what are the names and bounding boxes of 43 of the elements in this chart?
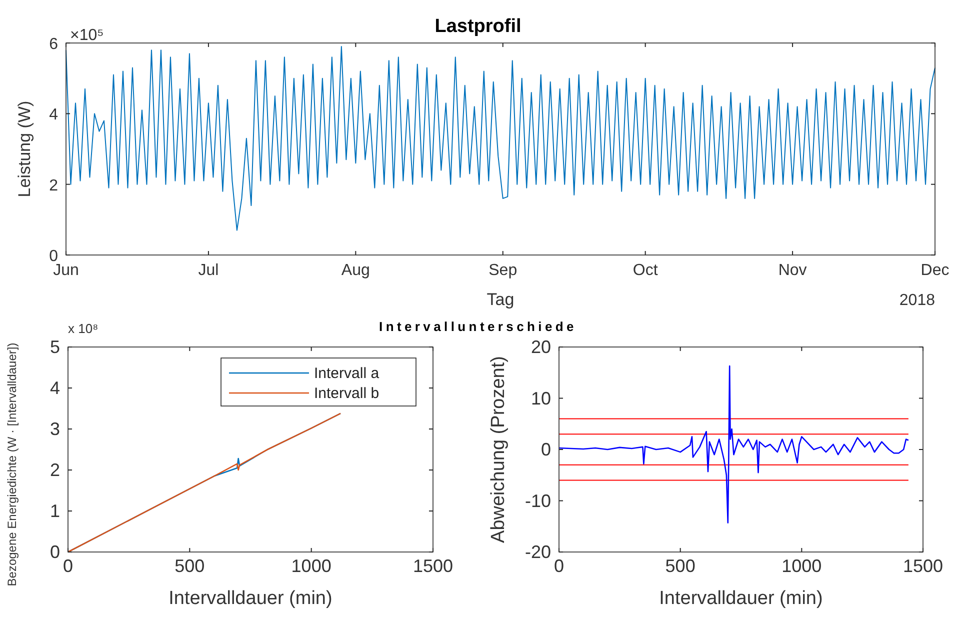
text: x 10⁸	[68, 321, 98, 336]
x-tick-label: Jun	[53, 262, 79, 279]
x-tick-label: 1000	[291, 556, 332, 576]
chart-title: Lastprofil	[434, 16, 522, 37]
x-tick-label: 1500	[902, 556, 944, 576]
x-tick-label: 0	[554, 556, 564, 576]
y-tick-label: 2	[49, 177, 58, 194]
y-tick-label: 1	[50, 501, 60, 521]
y-tick-label: 0	[49, 248, 58, 265]
y-axis-title: Leistung (W)	[15, 100, 34, 198]
y-tick-label: 5	[50, 337, 60, 357]
text: Intervall a	[314, 365, 380, 382]
y-axis-title: Abweichung (Prozent)	[488, 356, 509, 543]
y-tick-label: 3	[50, 419, 60, 439]
x-axis-title: Intervalldauer (min)	[659, 588, 823, 609]
y-tick-label: 10	[530, 388, 551, 408]
x-tick-label: Nov	[778, 262, 807, 279]
annotation: ×10⁵	[70, 27, 104, 44]
y-tick-label: 0	[540, 440, 551, 460]
y-tick-label: 0	[50, 542, 60, 562]
y-tick-label: 20	[530, 337, 551, 357]
x-tick-label: Dec	[920, 262, 950, 279]
x-tick-label: Jul	[198, 262, 219, 279]
y-axis-title: Bezogene Energiedichte (W · [Intervalldauer])	[5, 342, 19, 586]
y-tick-label: 4	[50, 378, 60, 398]
x-tick-label: 500	[665, 556, 696, 576]
x-tick-label: Oct	[632, 262, 658, 279]
x-tick-label: Aug	[341, 262, 370, 279]
series-label: Intervall b	[314, 385, 380, 402]
y-tick-label: 2	[50, 460, 60, 480]
y-tick-label: 4	[49, 106, 58, 124]
x-tick-label: 1500	[412, 556, 454, 576]
x-axis-title: Intervalldauer (min)	[168, 588, 332, 609]
text: 2018	[899, 292, 936, 309]
x-tick-label: 500	[174, 556, 205, 576]
y-tick-label: 6	[49, 36, 58, 53]
x-tick-label: Sep	[488, 262, 518, 279]
text: Intervallunterschiede	[379, 319, 577, 334]
y-tick-label: -20	[524, 542, 551, 562]
x-axis-title: Tag	[486, 290, 514, 309]
x-tick-label: 1000	[782, 556, 822, 576]
x-tick-label: 0	[62, 556, 74, 576]
y-tick-label: -10	[524, 490, 551, 511]
